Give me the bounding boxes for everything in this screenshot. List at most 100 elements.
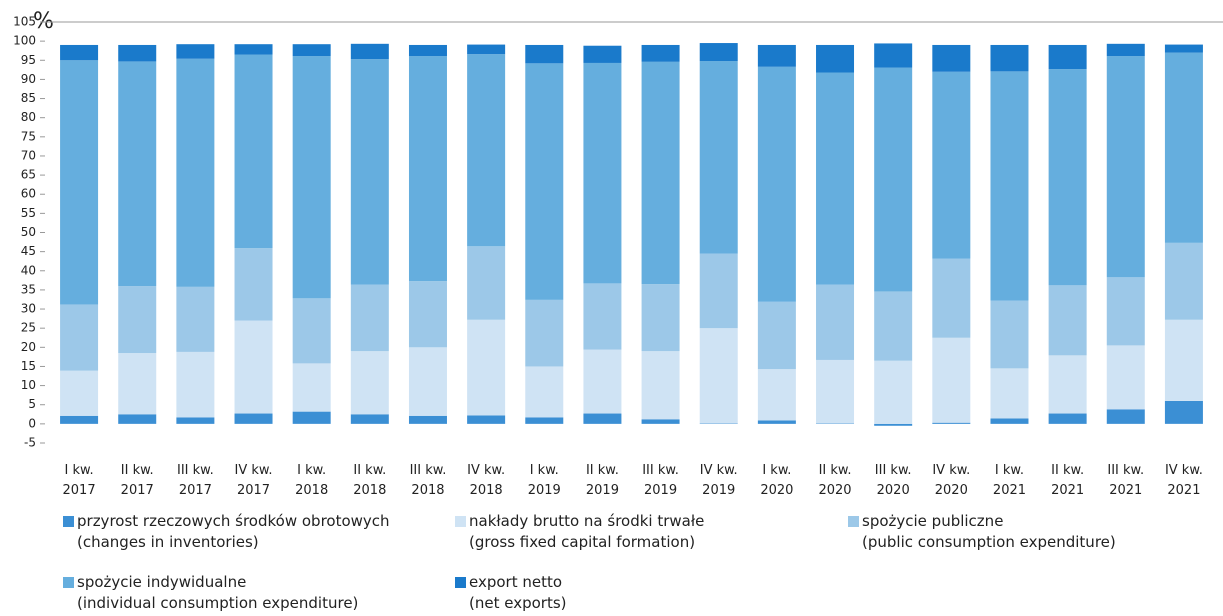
x-tick-label: IV kw. 2018 <box>467 463 506 498</box>
y-tick-label: 90 <box>21 72 36 86</box>
legend-item: spożycie indywidualne (individual consum… <box>63 572 358 614</box>
bar-segment <box>641 284 680 352</box>
bar-segment <box>292 298 331 364</box>
y-tick-label: 25 <box>21 321 36 335</box>
y-tick-label: 50 <box>21 225 36 239</box>
bar-segment <box>699 43 738 62</box>
legend-swatch <box>63 577 74 588</box>
bar-segment <box>292 56 331 299</box>
bar-segment <box>234 413 273 424</box>
bar-segment <box>932 258 971 338</box>
bar-segment <box>176 58 215 287</box>
bar-segment <box>1106 56 1145 278</box>
bar-segment <box>292 363 331 412</box>
bar-segment <box>874 360 913 424</box>
y-tick-label: 65 <box>21 168 36 182</box>
x-tick-label: III kw. 2019 <box>642 463 679 498</box>
bar-segment <box>583 349 622 414</box>
y-tick-label: 105 <box>13 15 36 29</box>
bar-segment <box>350 284 389 352</box>
bar-segment <box>467 246 506 320</box>
bar-segment <box>757 301 796 370</box>
x-tick-label: I kw. 2020 <box>760 463 794 498</box>
bar-segment <box>990 368 1029 419</box>
bar-segment <box>292 411 331 424</box>
bar-segment <box>408 281 447 348</box>
bar-segment <box>350 414 389 424</box>
bar-segment <box>176 286 215 352</box>
x-tick-label: IV kw. 2019 <box>699 463 738 498</box>
bar-segment <box>1164 44 1203 53</box>
bar-segment <box>60 370 99 416</box>
x-tick-label: IV kw. 2020 <box>932 463 971 498</box>
bar-segment <box>990 44 1029 72</box>
bar-segment <box>118 286 157 354</box>
bar-segment <box>641 351 680 420</box>
bar-segment <box>583 62 622 284</box>
bar-segment <box>408 44 447 57</box>
bar-segment <box>176 44 215 59</box>
y-tick-label: 55 <box>21 206 36 220</box>
y-tick-label: 60 <box>21 187 36 201</box>
bar-segment <box>350 59 389 285</box>
bar-segment <box>467 54 506 247</box>
y-tick-label: 15 <box>21 359 36 373</box>
bar-segment <box>1164 242 1203 320</box>
x-tick-label: II kw. 2018 <box>353 463 387 498</box>
bar-segment <box>816 44 855 73</box>
y-tick-label: 5 <box>28 397 36 411</box>
x-tick-label: II kw. 2020 <box>818 463 852 498</box>
bar-segment <box>467 319 506 416</box>
bar-segment <box>757 44 796 67</box>
bar-segment <box>932 422 971 424</box>
x-tick-label: III kw. 2020 <box>874 463 912 498</box>
bar-segment <box>816 359 855 424</box>
bar-segment <box>408 415 447 424</box>
bar-segment <box>932 44 971 72</box>
bar-segment <box>1048 355 1087 414</box>
bar-segment <box>234 248 273 321</box>
bar-segment <box>874 423 913 426</box>
y-tick-label: 0 <box>28 416 36 430</box>
bar-segment <box>990 300 1029 369</box>
bar-segment <box>757 66 796 302</box>
x-tick-label: I kw. 2019 <box>527 463 561 498</box>
bar-segment <box>118 61 157 287</box>
bar-segment <box>1106 345 1145 410</box>
bar-segment <box>234 320 273 414</box>
y-tick-label: 30 <box>21 302 36 316</box>
bar-segment <box>350 43 389 60</box>
y-tick-label: 20 <box>21 340 36 354</box>
bar-segment <box>408 56 447 282</box>
y-tick-label: 85 <box>21 91 36 105</box>
bar-segment <box>874 291 913 361</box>
x-tick-label: III kw. 2018 <box>409 463 447 498</box>
bar-segment <box>757 369 796 421</box>
bar-segment <box>874 67 913 292</box>
x-tick-label: IV kw. 2021 <box>1164 463 1203 498</box>
y-tick-label: 75 <box>21 129 36 143</box>
legend-item: export netto (net exports) <box>455 572 567 614</box>
bar-segment <box>583 413 622 424</box>
y-tick-label: 80 <box>21 110 36 124</box>
bar-segment <box>699 253 738 329</box>
bar-segment <box>1048 69 1087 286</box>
bar-segment <box>874 43 913 68</box>
x-tick-label: III kw. 2021 <box>1107 463 1145 498</box>
x-tick-label: II kw. 2019 <box>585 463 619 498</box>
x-tick-label: I kw. 2017 <box>62 463 96 498</box>
bar-segment <box>641 61 680 285</box>
bar-segment <box>932 71 971 259</box>
y-tick-label: 70 <box>21 148 36 162</box>
y-tick-label: -5 <box>24 436 36 450</box>
bar-segment <box>990 418 1029 424</box>
bar-segment <box>816 284 855 360</box>
x-tick-label: I kw. 2018 <box>295 463 329 498</box>
bar-segment <box>234 54 273 249</box>
legend-item: spożycie publiczne (public consumption e… <box>848 511 1116 553</box>
bar-segment <box>525 417 564 424</box>
bar-segment <box>176 417 215 424</box>
x-tick-label: II kw. 2017 <box>120 463 154 498</box>
bar-segment <box>292 44 331 57</box>
legend-swatch <box>455 577 466 588</box>
